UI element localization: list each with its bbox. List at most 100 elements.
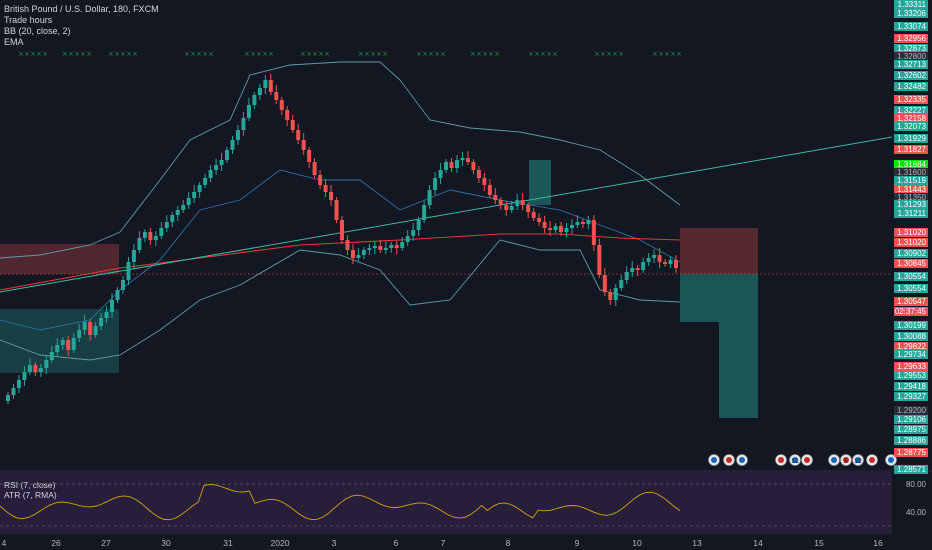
- candle[interactable]: [131, 244, 136, 268]
- candle[interactable]: [498, 197, 503, 210]
- candle[interactable]: [394, 241, 399, 254]
- candle[interactable]: [268, 74, 273, 95]
- candle[interactable]: [663, 259, 668, 267]
- candle[interactable]: [378, 240, 383, 253]
- candle[interactable]: [323, 179, 328, 197]
- candle[interactable]: [356, 248, 361, 261]
- candle[interactable]: [252, 92, 257, 109]
- indicator-atr[interactable]: ATR (7, RMA): [4, 490, 57, 500]
- symbol-title[interactable]: British Pound / U.S. Dollar, 180, FXCM: [4, 4, 159, 14]
- indicator-rsi[interactable]: RSI (7, close): [4, 480, 56, 490]
- candle[interactable]: [329, 185, 334, 206]
- candle[interactable]: [235, 125, 240, 145]
- candle[interactable]: [246, 98, 251, 121]
- event-flag-icon[interactable]: [866, 454, 878, 466]
- candle[interactable]: [476, 166, 481, 183]
- event-markers[interactable]: 11 5 12: [708, 454, 897, 466]
- candle[interactable]: [192, 185, 197, 203]
- candle[interactable]: [285, 106, 290, 126]
- candle[interactable]: [142, 229, 147, 242]
- candle[interactable]: [613, 284, 618, 306]
- candle[interactable]: [88, 319, 93, 341]
- candle[interactable]: [44, 355, 49, 374]
- candle[interactable]: [433, 172, 438, 195]
- candle[interactable]: [153, 231, 158, 246]
- candle[interactable]: [93, 322, 98, 338]
- candle[interactable]: [115, 287, 120, 303]
- candle[interactable]: [164, 215, 169, 232]
- candle[interactable]: [411, 223, 416, 241]
- candle[interactable]: [597, 239, 602, 278]
- candle[interactable]: [515, 194, 520, 210]
- candle[interactable]: [219, 153, 224, 171]
- candle[interactable]: [504, 201, 509, 216]
- candle[interactable]: [159, 222, 164, 239]
- candle[interactable]: [104, 306, 109, 323]
- candle[interactable]: [553, 223, 558, 233]
- candle[interactable]: [526, 202, 531, 218]
- candle[interactable]: [148, 228, 153, 245]
- event-flag-icon[interactable]: [801, 454, 813, 466]
- candle[interactable]: [668, 256, 673, 268]
- candle[interactable]: [646, 253, 651, 266]
- candle[interactable]: [444, 159, 449, 173]
- candle[interactable]: [274, 85, 279, 104]
- candle[interactable]: [334, 197, 339, 223]
- candle[interactable]: [537, 213, 542, 226]
- candle[interactable]: [71, 333, 76, 353]
- candle[interactable]: [493, 188, 498, 204]
- candle[interactable]: [33, 362, 38, 376]
- candle[interactable]: [6, 392, 10, 404]
- candle[interactable]: [416, 217, 421, 236]
- candle[interactable]: [454, 155, 459, 173]
- candle[interactable]: [602, 268, 607, 296]
- candle[interactable]: [27, 358, 32, 375]
- candle[interactable]: [449, 158, 454, 172]
- candle[interactable]: [203, 174, 208, 188]
- candle[interactable]: [77, 324, 82, 342]
- candle[interactable]: [367, 244, 372, 255]
- candle[interactable]: [16, 375, 21, 393]
- candle[interactable]: [372, 241, 377, 254]
- candle[interactable]: [652, 249, 657, 263]
- candle[interactable]: [186, 192, 191, 209]
- candle[interactable]: [230, 136, 235, 154]
- candle[interactable]: [301, 133, 306, 155]
- candle[interactable]: [296, 124, 301, 144]
- candle[interactable]: [531, 208, 536, 221]
- candle[interactable]: [389, 242, 394, 253]
- candle[interactable]: [11, 384, 16, 399]
- candle[interactable]: [137, 231, 142, 253]
- candle[interactable]: [170, 212, 175, 227]
- candle[interactable]: [405, 230, 410, 246]
- candle[interactable]: [99, 313, 104, 330]
- candle[interactable]: [422, 201, 427, 223]
- event-flag-icon[interactable]: 12: [852, 454, 864, 466]
- candle[interactable]: [175, 206, 180, 221]
- candle[interactable]: [465, 151, 470, 165]
- candle[interactable]: [208, 165, 213, 182]
- candle[interactable]: [197, 182, 202, 198]
- candle[interactable]: [66, 336, 71, 356]
- candle[interactable]: [241, 112, 246, 136]
- candle[interactable]: [548, 221, 553, 236]
- candle[interactable]: [120, 276, 125, 294]
- candle[interactable]: [55, 338, 60, 356]
- candle[interactable]: [438, 163, 443, 184]
- candle[interactable]: [312, 158, 317, 178]
- candle[interactable]: [624, 266, 629, 284]
- candle[interactable]: [340, 216, 344, 244]
- candle[interactable]: [257, 84, 262, 100]
- candle[interactable]: [657, 248, 662, 268]
- candle[interactable]: [575, 215, 580, 228]
- candle[interactable]: [482, 173, 487, 191]
- indicator-ema[interactable]: EMA: [4, 37, 24, 47]
- candlesticks[interactable]: [6, 74, 678, 404]
- candle[interactable]: [630, 261, 635, 277]
- candle[interactable]: [60, 337, 65, 350]
- candle[interactable]: [509, 201, 514, 213]
- indicator-bb[interactable]: BB (20, close, 2): [4, 26, 71, 36]
- candle[interactable]: [110, 293, 115, 318]
- candle[interactable]: [608, 289, 613, 305]
- candle[interactable]: [307, 147, 312, 168]
